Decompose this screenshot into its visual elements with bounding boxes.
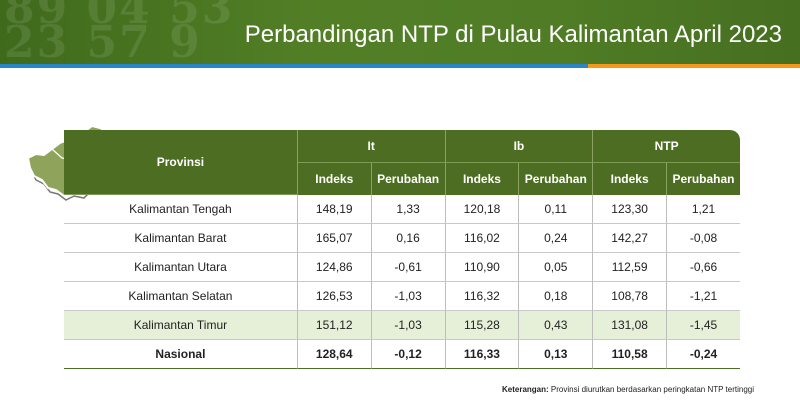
table-row: Kalimantan Utara 124,86 -0,61 110,90 0,0… xyxy=(64,253,740,282)
cell-value: 0,24 xyxy=(518,224,593,253)
cell-value: -0,24 xyxy=(666,340,740,369)
header-provinsi: Provinsi xyxy=(64,130,297,195)
title-banner: 89 04 53 23 57 9 Perbandingan NTP di Pul… xyxy=(0,0,800,64)
header-indeks: Indeks xyxy=(592,163,667,195)
header-perubahan: Perubahan xyxy=(370,163,445,195)
banner-decor-digits: 89 04 53 23 57 9 xyxy=(4,0,235,64)
cell-value: 151,12 xyxy=(296,311,371,340)
cell-value: 148,19 xyxy=(296,195,371,224)
table-row: Kalimantan Tengah 148,19 1,33 120,18 0,1… xyxy=(64,195,740,224)
ntp-table: Provinsi It Ib NTP Indeks Perubahan Inde… xyxy=(64,130,740,369)
cell-value: 0,11 xyxy=(518,195,593,224)
cell-value: 126,53 xyxy=(296,282,371,311)
cell-value: 112,59 xyxy=(592,253,667,282)
header-group-ntp: NTP xyxy=(592,130,740,163)
cell-value: -1,21 xyxy=(666,282,740,311)
cell-value: 110,58 xyxy=(592,340,667,369)
cell-value: 0,05 xyxy=(518,253,593,282)
table-row: Kalimantan Barat 165,07 0,16 116,02 0,24… xyxy=(64,224,740,253)
province-name: Kalimantan Timur xyxy=(64,311,297,340)
cell-value: 120,18 xyxy=(444,195,519,224)
cell-value: 0,18 xyxy=(518,282,593,311)
province-name: Kalimantan Tengah xyxy=(64,195,297,224)
cell-value: 110,90 xyxy=(444,253,519,282)
cell-value: 165,07 xyxy=(296,224,371,253)
header-group-it: It xyxy=(296,130,445,163)
cell-value: 116,02 xyxy=(444,224,519,253)
cell-value: 108,78 xyxy=(592,282,667,311)
table-row-total: Nasional 128,64 -0,12 116,33 0,13 110,58… xyxy=(64,340,740,369)
cell-value: 0,16 xyxy=(370,224,445,253)
footnote-text: Provinsi diurutkan berdasarkan peringkat… xyxy=(550,385,754,394)
province-name: Kalimantan Barat xyxy=(64,224,297,253)
cell-value: 142,27 xyxy=(592,224,667,253)
cell-value: -0,12 xyxy=(370,340,445,369)
header-indeks: Indeks xyxy=(296,163,371,195)
cell-value: 0,13 xyxy=(518,340,593,369)
cell-value: 124,86 xyxy=(296,253,371,282)
header-perubahan: Perubahan xyxy=(518,163,593,195)
footnote: Keterangan: Provinsi diurutkan berdasark… xyxy=(502,385,754,394)
header-group-ib: Ib xyxy=(444,130,593,163)
cell-value: -1,03 xyxy=(370,282,445,311)
province-name: Kalimantan Selatan xyxy=(64,282,297,311)
cell-value: 1,21 xyxy=(666,195,740,224)
cell-value: 116,32 xyxy=(444,282,519,311)
cell-value: 123,30 xyxy=(592,195,667,224)
province-name: Kalimantan Utara xyxy=(64,253,297,282)
cell-value: -1,45 xyxy=(666,311,740,340)
blue-stripe xyxy=(0,64,588,68)
cell-value: -0,61 xyxy=(370,253,445,282)
cell-value: 131,08 xyxy=(592,311,667,340)
footnote-label: Keterangan: xyxy=(502,385,549,394)
cell-value: -0,66 xyxy=(666,253,740,282)
header-indeks: Indeks xyxy=(444,163,519,195)
cell-value: 1,33 xyxy=(370,195,445,224)
table-row: Kalimantan Selatan 126,53 -1,03 116,32 0… xyxy=(64,282,740,311)
cell-value: -1,03 xyxy=(370,311,445,340)
province-name: Nasional xyxy=(64,340,297,369)
page-title: Perbandingan NTP di Pulau Kalimantan Apr… xyxy=(244,21,782,48)
cell-value: 115,28 xyxy=(444,311,519,340)
cell-value: 116,33 xyxy=(444,340,519,369)
header-perubahan: Perubahan xyxy=(666,163,740,195)
table-row-highlighted: Kalimantan Timur 151,12 -1,03 115,28 0,4… xyxy=(64,311,740,340)
cell-value: 0,43 xyxy=(518,311,593,340)
orange-stripe xyxy=(588,64,800,68)
cell-value: -0,08 xyxy=(666,224,740,253)
cell-value: 128,64 xyxy=(296,340,371,369)
